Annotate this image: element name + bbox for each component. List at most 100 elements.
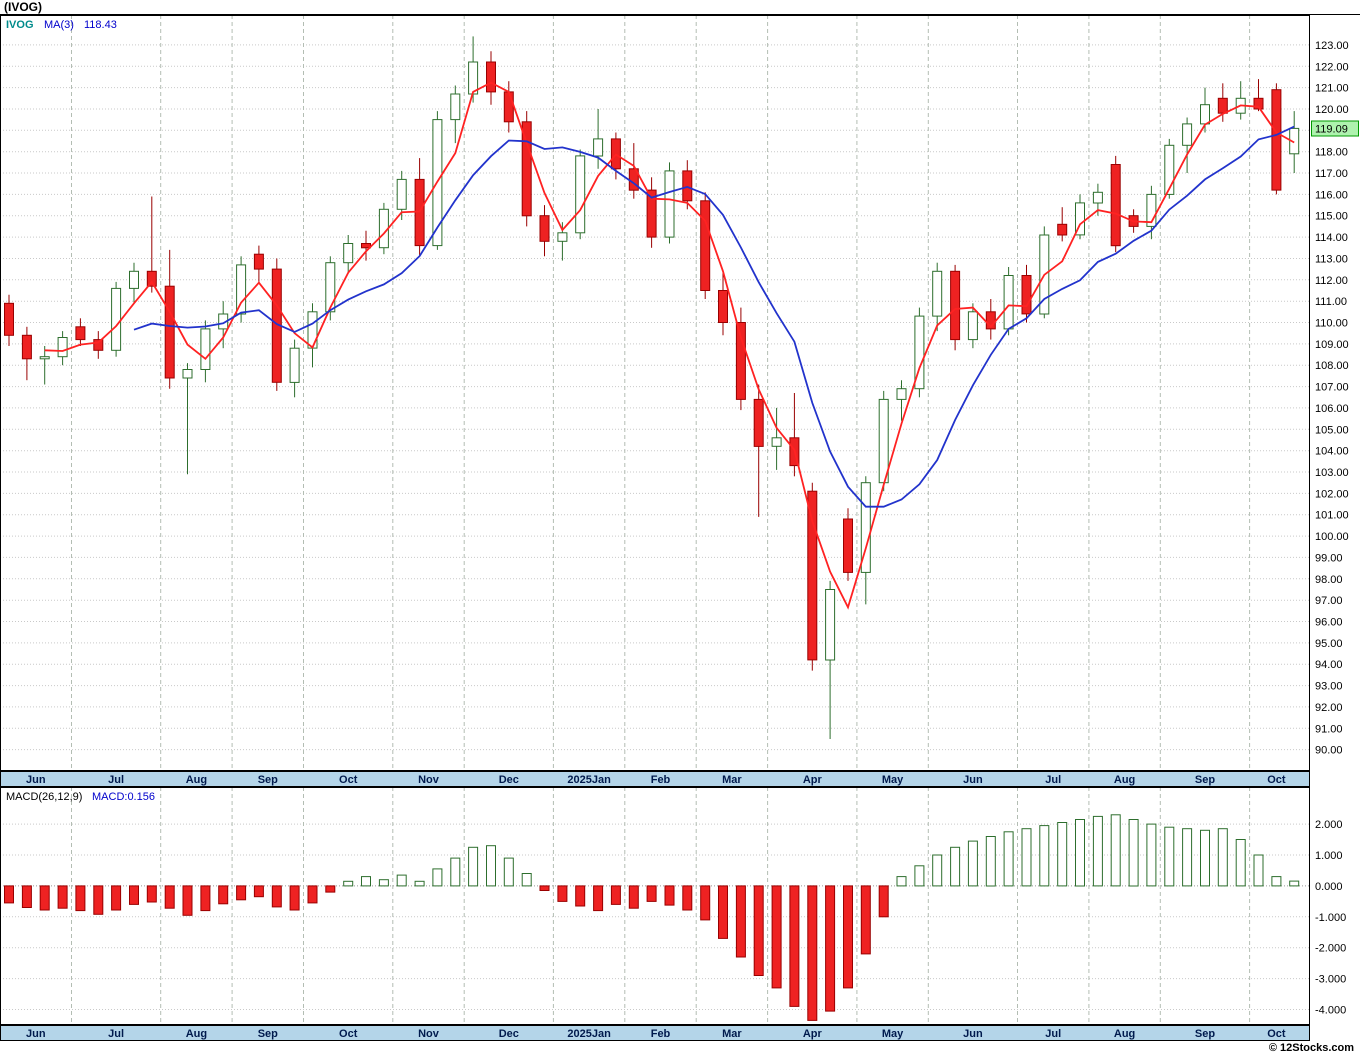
price-tick-label: 96.00 — [1315, 617, 1343, 629]
price-tick-label: 105.00 — [1315, 424, 1349, 436]
candle-up — [200, 320, 211, 383]
month-label: Apr — [803, 1028, 823, 1040]
macd-bar-positive — [1092, 815, 1103, 887]
macd-bar-negative — [664, 885, 675, 906]
month-label: Sep — [258, 774, 278, 786]
candle-up — [967, 303, 978, 349]
macd-bar-positive — [967, 840, 978, 887]
price-tick-label: 118.00 — [1315, 147, 1348, 159]
price-tick-label: 111.00 — [1315, 296, 1347, 308]
macd-bar-positive — [1110, 814, 1121, 887]
macd-bar-negative — [843, 885, 853, 989]
month-label: Dec — [499, 774, 519, 786]
macd-tick-label: -3.000 — [1315, 974, 1346, 986]
candle-up — [1003, 267, 1014, 336]
candle-up — [307, 303, 318, 368]
month-label: Apr — [803, 774, 823, 786]
macd-bar-positive — [486, 845, 496, 887]
month-label: May — [882, 1028, 904, 1040]
candle-up — [914, 307, 925, 398]
candle-down — [700, 192, 711, 299]
macd-bar-negative — [236, 885, 247, 901]
macd-bar-positive — [343, 880, 354, 887]
candle-down — [646, 177, 657, 248]
candle-up — [896, 380, 907, 421]
macd-bar-negative — [753, 885, 764, 976]
macd-bar-negative — [111, 885, 122, 911]
month-label: Jun — [963, 1028, 983, 1040]
candle-down — [93, 331, 104, 359]
macd-bar-negative — [93, 885, 104, 915]
macd-bar-negative — [575, 885, 586, 907]
macd-bar-positive — [1003, 831, 1014, 887]
candle-down — [486, 51, 496, 105]
candle-down — [4, 294, 14, 346]
price-tick-label: 91.00 — [1315, 723, 1343, 735]
macd-bar-negative — [557, 885, 568, 902]
candle-up — [343, 235, 354, 274]
ma-overlay-MA3 — [44, 81, 1295, 610]
candle-up — [39, 346, 50, 385]
candle-up — [57, 331, 68, 366]
candle-down — [1110, 155, 1121, 253]
month-axis-top: Jun Jul Aug Sep Oct Nov Dec 2025Jan Feb Mar Apr May… — [0, 771, 1310, 787]
month-band — [0, 1025, 1310, 1041]
macd-bar-negative — [21, 885, 32, 909]
macd-bar-positive — [1021, 828, 1032, 887]
price-tick-label: 122.00 — [1315, 61, 1349, 73]
macd-bar-negative — [878, 885, 889, 918]
macd-plot-border — [0, 787, 1310, 1025]
macd-bar-positive — [1128, 819, 1139, 887]
price-tick-label: 94.00 — [1315, 659, 1343, 671]
macd-bar-positive — [985, 836, 996, 887]
macd-bar-positive — [1075, 819, 1085, 887]
month-label: Sep — [1195, 774, 1215, 786]
month-label: 2025Jan — [567, 1028, 611, 1040]
macd-bar-negative — [771, 885, 782, 989]
candle-down — [753, 384, 764, 517]
macd-bar-negative — [307, 885, 318, 904]
macd-bar-negative — [325, 885, 336, 893]
macd-bar-negative — [253, 885, 264, 898]
price-tick-label: 102.00 — [1315, 488, 1349, 500]
macd-tick-label: -4.000 — [1315, 1005, 1346, 1017]
macd-bar-positive — [1217, 828, 1228, 887]
candle-up — [1075, 194, 1085, 240]
month-label: Oct — [1267, 1028, 1286, 1040]
watermark-credit[interactable]: © 12Stocks.com — [1268, 1042, 1354, 1054]
candles — [4, 36, 1300, 739]
macd-bar-negative — [129, 885, 139, 905]
macd-bar-negative — [4, 885, 14, 904]
price-tick-label: 93.00 — [1315, 681, 1343, 693]
month-label: Jun — [26, 1028, 46, 1040]
macd-bar-negative — [700, 885, 711, 921]
price-tick-label: 113.00 — [1315, 254, 1348, 266]
price-tick-label: 107.00 — [1315, 382, 1349, 394]
macd-bar-positive — [396, 874, 407, 887]
macd-bar-negative — [200, 885, 211, 912]
macd-tick-label: 2.000 — [1315, 819, 1343, 831]
macd-bar-negative — [860, 885, 871, 955]
month-label: Jul — [108, 1028, 124, 1040]
macd-bar-negative — [164, 885, 175, 909]
month-label: Mar — [722, 1028, 742, 1040]
macd-bar-negative — [628, 885, 639, 909]
macd-bar-positive — [1253, 854, 1264, 887]
month-label: Aug — [186, 1028, 207, 1040]
candle-down — [1021, 264, 1032, 323]
candle-up — [1182, 117, 1193, 173]
month-label: Oct — [339, 1028, 358, 1040]
price-tick-label: 99.00 — [1315, 552, 1343, 564]
macd-bar-positive — [950, 846, 961, 887]
candle-down — [682, 160, 693, 210]
macd-tick-label: -2.000 — [1315, 943, 1346, 955]
price-tick-label: 101.00 — [1315, 510, 1349, 522]
candle-down — [21, 326, 32, 381]
month-label: Jul — [1045, 774, 1061, 786]
macd-tick-label: 0.000 — [1315, 881, 1343, 893]
macd-bar-negative — [146, 885, 157, 903]
price-tick-label: 103.00 — [1315, 467, 1349, 479]
macd-bar-positive — [914, 865, 925, 887]
page-title: (IVOG) — [4, 0, 42, 14]
footer-bar: © 12Stocks.com — [0, 1041, 1360, 1056]
